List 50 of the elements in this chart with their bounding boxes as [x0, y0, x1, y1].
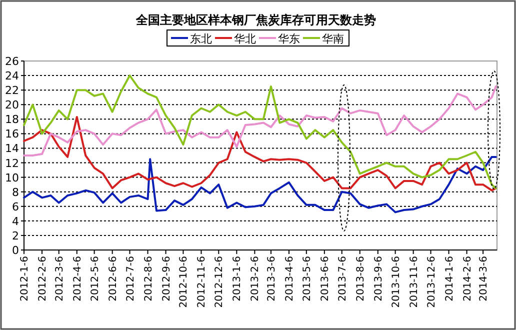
legend-label: 东北 [190, 32, 212, 46]
y-tick-label: 14 [5, 142, 19, 156]
x-tick-label: 2012-8-6 [143, 256, 154, 302]
line-series [23, 85, 497, 156]
legend-label: 华北 [234, 32, 256, 46]
x-tick-label: 2013-10-6 [390, 256, 402, 308]
y-tick-label: 22 [5, 84, 19, 98]
y-tick-label: 24 [5, 70, 19, 83]
x-tick-label: 2013-8-6 [355, 256, 366, 302]
y-tick-label: 6 [12, 200, 19, 214]
x-tick-label: 2013-1-6 [232, 256, 244, 302]
y-tick-label: 20 [5, 98, 19, 112]
x-tick-label: 2012-9-6 [161, 256, 172, 302]
x-tick-label: 2013-5-6 [302, 256, 313, 302]
x-tick-label: 2013-2-6 [250, 256, 262, 302]
y-tick-label: 26 [5, 55, 19, 68]
y-tick-label: 8 [12, 186, 19, 199]
x-tick-label: 2012-12-6 [214, 256, 226, 308]
y-tick-label: 18 [5, 113, 19, 126]
chart-title: 全国主要地区样本钢厂焦炭库存可用天数走势 [135, 13, 376, 27]
x-tick-label: 2013-3-6 [266, 256, 278, 302]
x-tick-label: 2012-11-6 [196, 256, 208, 308]
y-tick-label: 16 [5, 128, 19, 141]
x-tick-label: 2013-4-6 [284, 256, 296, 302]
x-tick-label: 2013-11-6 [408, 256, 420, 308]
x-tick-label: 2012-5-6 [90, 256, 101, 302]
line-series [23, 156, 497, 214]
x-tick-label: 2013-9-6 [373, 256, 384, 302]
x-tick-label: 2012-6-6 [108, 256, 119, 302]
x-tick-label: 2012-2-6 [38, 256, 49, 302]
x-tick-label: 2013-7-6 [337, 256, 348, 302]
line-series [23, 74, 497, 190]
x-tick-label: 2012-4-6 [72, 256, 84, 302]
x-tick-label: 2012-10-6 [178, 256, 190, 308]
x-tick-label: 2013-6-6 [320, 256, 331, 302]
y-tick-label: 10 [5, 171, 19, 184]
x-tick-label: 2012-3-6 [54, 256, 66, 302]
y-tick-label: 12 [5, 156, 19, 170]
x-tick-label: 2012-1-6 [20, 256, 30, 302]
y-tick-label: 0 [12, 244, 19, 257]
y-tick-label: 4 [12, 214, 19, 228]
x-tick-label: 2014-3-6 [478, 256, 490, 302]
legend-label: 华东 [278, 32, 300, 46]
line-series [23, 116, 497, 192]
x-tick-label: 2012-7-6 [125, 256, 136, 302]
x-tick-label: 2013-12-6 [426, 256, 438, 308]
y-tick-label: 2 [12, 229, 19, 242]
legend-label: 华南 [322, 32, 344, 46]
x-tick-label: 2014-1-6 [444, 256, 456, 302]
x-tick-label: 2014-2-6 [462, 256, 474, 302]
